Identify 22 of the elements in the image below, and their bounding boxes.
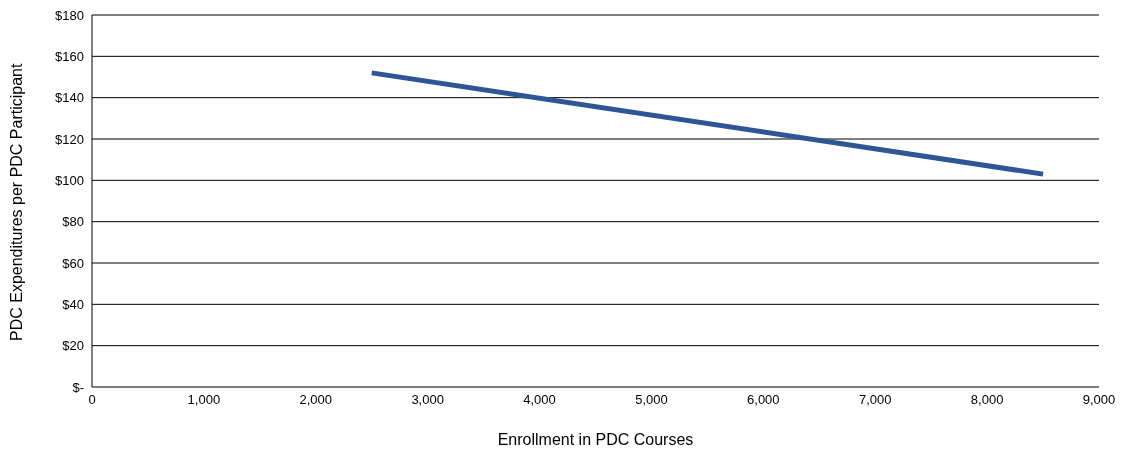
y-tick-label: $140 [55, 90, 84, 106]
y-tick-label: $180 [55, 7, 84, 23]
y-axis-title: PDC Expenditures per PDC Participant [7, 62, 25, 341]
y-tick-label: $40 [62, 296, 84, 312]
x-tick-label: 6,000 [747, 392, 780, 408]
x-tick-label: 3,000 [411, 392, 444, 408]
x-tick-label: 1,000 [187, 392, 221, 408]
y-tick-label: $100 [55, 172, 84, 188]
x-tick-label: 7,000 [858, 392, 892, 408]
x-axis-title: Enrollment in PDC Courses [497, 431, 694, 448]
x-tick-label: 4,000 [523, 392, 556, 408]
y-tick-label: $80 [62, 214, 84, 230]
x-tick-label: 8,000 [970, 392, 1004, 408]
y-tick-label: $160 [55, 48, 84, 64]
y-tick-label: $60 [62, 255, 84, 271]
x-tick-label: 5,000 [635, 392, 668, 408]
y-tick-label: $20 [62, 338, 84, 354]
y-tick-label: $- [72, 379, 84, 395]
x-tick-label: 9,000 [1082, 392, 1116, 408]
x-tick-label: 0 [88, 392, 96, 408]
x-tick-label: 2,000 [299, 392, 333, 408]
y-tick-label: $120 [55, 131, 84, 147]
